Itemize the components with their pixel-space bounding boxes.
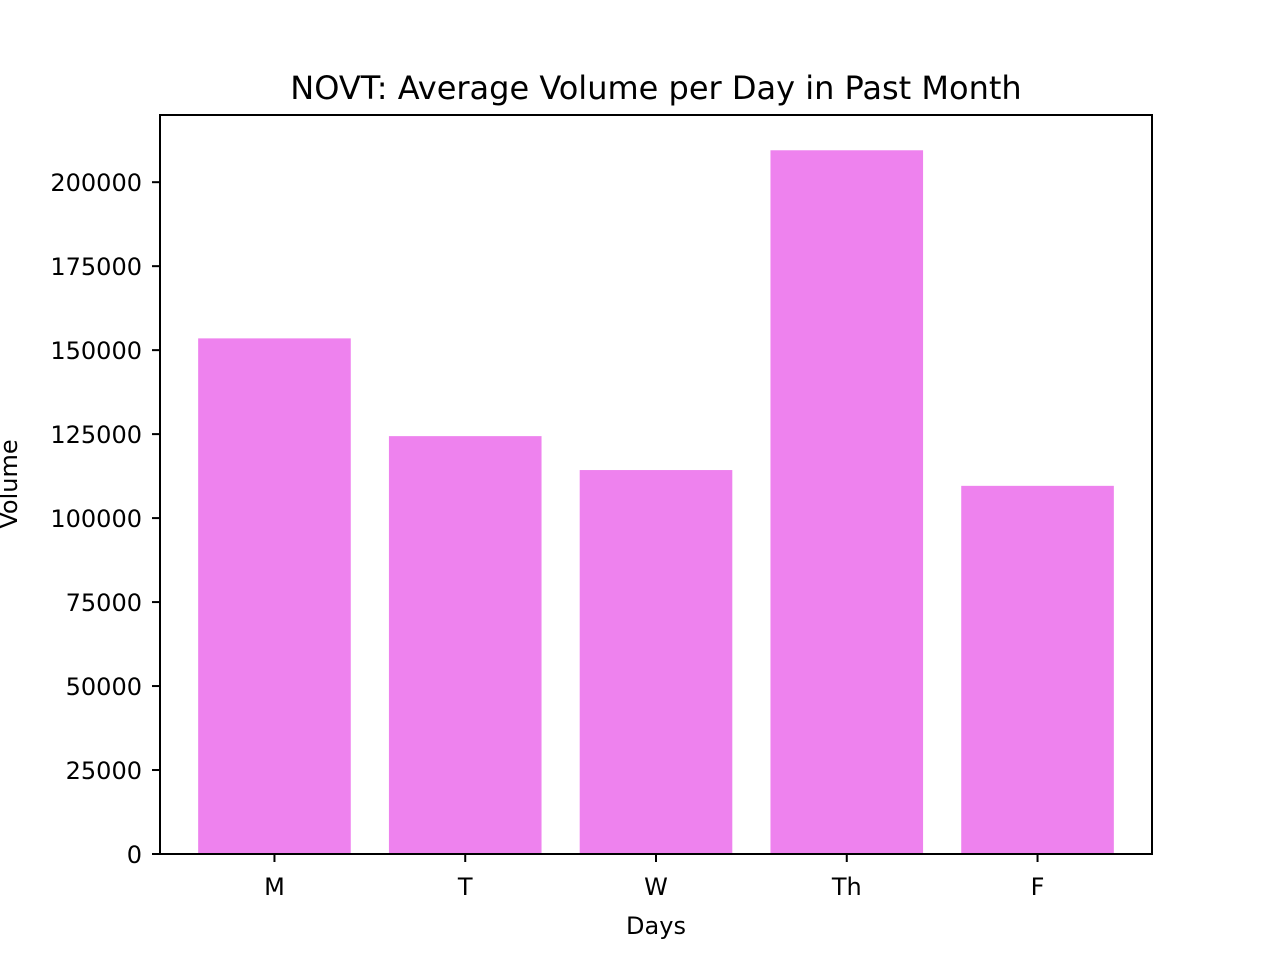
bar-w <box>579 470 733 854</box>
x-tick-label: Th <box>831 873 862 901</box>
y-tick-label: 200000 <box>50 169 142 197</box>
y-tick-label: 0 <box>127 841 142 869</box>
bar-m <box>198 338 351 855</box>
bar-f <box>961 485 1114 854</box>
y-axis-label: Volume <box>0 439 23 528</box>
y-tick-label: 100000 <box>50 505 142 533</box>
x-axis-label: Days <box>626 912 686 940</box>
x-tick-label: T <box>457 873 473 901</box>
y-tick-label: 150000 <box>50 337 142 365</box>
y-tick-label: 175000 <box>50 253 142 281</box>
y-tick-label: 125000 <box>50 421 142 449</box>
x-tick-label: M <box>264 873 285 901</box>
x-tick-label: F <box>1031 873 1045 901</box>
bars-layer <box>198 150 1114 855</box>
bar-t <box>388 436 542 854</box>
y-tick-label: 50000 <box>66 673 142 701</box>
y-tick-label: 25000 <box>66 757 142 785</box>
axes-layer: 0 25000 50000 75000 100000 125000 150000 175000… <box>50 114 1153 901</box>
x-tick-label: W <box>644 873 668 901</box>
chart-title: NOVT: Average Volume per Day in Past Mon… <box>290 69 1021 107</box>
bar-th <box>770 150 924 855</box>
y-tick-label: 75000 <box>66 589 142 617</box>
